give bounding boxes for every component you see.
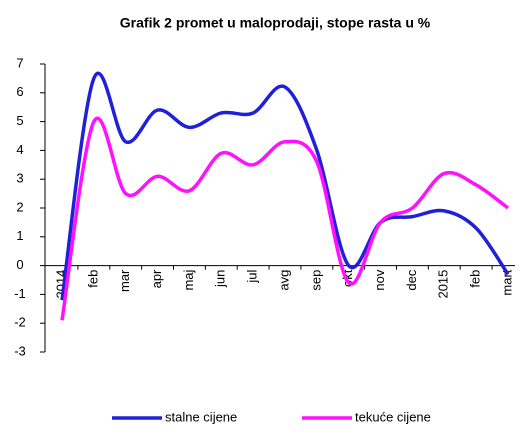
y-tick-label: 4 bbox=[16, 142, 23, 157]
y-tick-label: 5 bbox=[16, 113, 23, 128]
x-tick-label: avg bbox=[276, 270, 291, 291]
y-tick-label: -2 bbox=[14, 315, 26, 330]
y-tick-label: 2 bbox=[16, 199, 23, 214]
line-series bbox=[60, 71, 510, 301]
x-tick-label: jun bbox=[213, 270, 228, 288]
x-tick-label: maj bbox=[181, 269, 196, 290]
line-series bbox=[60, 116, 510, 321]
x-tick-label: nov bbox=[372, 269, 387, 290]
x-tick-label: 2015 bbox=[436, 270, 451, 299]
x-tick-label: apr bbox=[149, 269, 164, 288]
x-tick-label: sep bbox=[308, 270, 323, 291]
x-tick-label: jul bbox=[245, 269, 260, 283]
y-tick-label: 7 bbox=[16, 55, 23, 70]
x-tick-label: feb bbox=[468, 270, 483, 288]
y-tick-label: 1 bbox=[16, 228, 23, 243]
legend-label: tekuće cijene bbox=[355, 409, 431, 424]
x-tick-label: feb bbox=[85, 270, 100, 288]
chart-title: Grafik 2 promet u maloprodaji, stope ras… bbox=[120, 15, 431, 31]
y-tick-label: -3 bbox=[14, 343, 26, 358]
x-tick-label: mar bbox=[117, 269, 132, 292]
legend-label: stalne cijene bbox=[165, 409, 237, 424]
y-tick-label: 6 bbox=[16, 84, 23, 99]
x-tick-label: dec bbox=[404, 269, 419, 290]
y-tick-label: 0 bbox=[16, 257, 23, 272]
x-tick-label: mart bbox=[499, 269, 514, 295]
y-tick-label: -1 bbox=[14, 286, 26, 301]
y-tick-label: 3 bbox=[16, 171, 23, 186]
